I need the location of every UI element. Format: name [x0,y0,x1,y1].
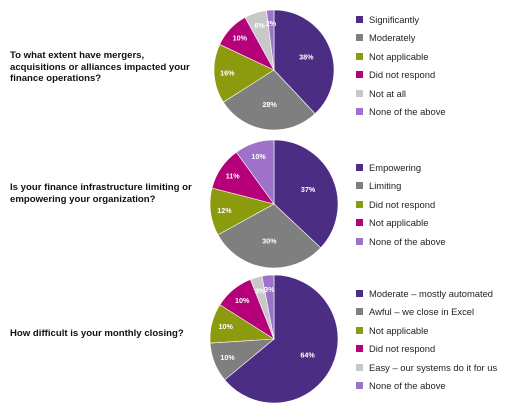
pie-slice [224,274,339,404]
legend-item: None of the above [356,232,446,251]
legend-swatch [356,326,363,334]
pie-slice [273,139,339,249]
legend-item: Significantly [356,10,446,29]
legend-label: None of the above [369,380,446,392]
legend-item: Not applicable [356,47,446,66]
legend-swatch [356,289,363,297]
slice-percent-label: 2% [266,19,277,28]
pie-chart: 38% 28% 16% 10% 6% 2% [213,9,335,131]
slice-percent-label: 10% [233,33,248,42]
slice-percent-label: 11% [226,171,241,180]
legend-swatch [356,71,363,79]
legend-item: Empowering [356,158,446,177]
legend-label: Limiting [369,180,402,192]
legend-swatch [356,308,363,316]
slice-percent-label: 10% [251,152,266,161]
chart-legend: Significantly Moderately Not applicable Did… [356,10,446,121]
legend-swatch [356,237,363,245]
legend-label: Not applicable [369,324,429,336]
legend-swatch [356,200,363,208]
legend-swatch [356,219,363,227]
legend-item: Not applicable [356,214,446,233]
slice-percent-label: 16% [220,68,235,77]
legend-label: Empowering [369,161,422,173]
slice-percent-label: 12% [217,206,232,215]
pie-chart: 37% 30% 12% 11% 10% [209,139,339,269]
slice-percent-label: 30% [262,236,277,245]
slice-percent-label: 10% [218,322,233,331]
chart-question: To what extent have mergers, acquisition… [10,50,190,84]
legend-item: Did not respond [356,66,446,85]
legend-swatch [356,182,363,190]
slice-percent-label: 3% [264,285,275,294]
legend-swatch [356,15,363,23]
legend-swatch [356,345,363,353]
chart-legend: Moderate – mostly automated Awful – we cl… [356,284,497,395]
pie-slice [266,9,275,71]
legend-label: Not applicable [369,217,429,229]
legend-swatch [356,163,363,171]
legend-label: Did not respond [369,69,436,81]
pie-slice [273,9,335,115]
legend-swatch [356,382,363,390]
legend-swatch [356,34,363,42]
legend-item: Moderately [356,29,446,48]
pie-slice [222,69,316,131]
pie-slice [261,274,275,340]
slice-percent-label: 38% [299,53,314,62]
legend-item: None of the above [356,377,497,396]
slice-percent-label: 64% [300,350,315,359]
chart-panel-2: Is your finance infrastructure limiting … [0,134,516,270]
pie-slice [213,44,275,103]
slice-percent-label: 10% [220,353,235,362]
legend-label: Did not respond [369,198,436,210]
slice-percent-label: 10% [235,296,250,305]
chart-question: How difficult is your monthly closing? [10,328,184,339]
slice-percent-label: 3% [255,287,266,296]
slice-percent-label: 28% [262,100,277,109]
chart-panel-1: To what extent have mergers, acquisition… [0,0,516,136]
legend-label: Did not respond [369,343,436,355]
slice-percent-label: 6% [254,21,265,30]
slice-percent-label: 37% [301,185,316,194]
pie-slice [235,139,275,205]
legend-item: Limiting [356,177,446,196]
chart-question: Is your finance infrastructure limiting … [10,182,192,205]
chart-legend: Empowering Limiting Did not respond Not app… [356,158,446,251]
legend-swatch [356,363,363,371]
pie-slice [217,203,322,269]
legend-label: Moderate – mostly automated [369,287,494,299]
legend-label: None of the above [369,106,446,118]
legend-item: Not at all [356,84,446,103]
legend-label: Awful – we close in Excel [369,306,475,318]
legend-label: Not applicable [369,50,429,62]
legend-swatch [356,52,363,60]
legend-label: Not at all [369,87,406,99]
legend-item: None of the above [356,103,446,122]
pie-chart: 64% 10% 10% 10% 3%3% [209,274,339,404]
legend-item: Moderate – mostly automated [356,284,497,303]
legend-label: Significantly [369,13,420,25]
legend-item: Did not respond [356,195,446,214]
legend-label: Easy – our systems do it for us [369,361,498,373]
legend-item: Awful – we close in Excel [356,303,497,322]
legend-item: Not applicable [356,321,497,340]
legend-swatch [356,89,363,97]
legend-item: Easy – our systems do it for us [356,358,497,377]
legend-item: Did not respond [356,340,497,359]
legend-label: Moderately [369,32,416,44]
chart-panel-3: How difficult is your monthly closing? 64… [0,270,516,417]
legend-swatch [356,108,363,116]
legend-label: None of the above [369,235,446,247]
